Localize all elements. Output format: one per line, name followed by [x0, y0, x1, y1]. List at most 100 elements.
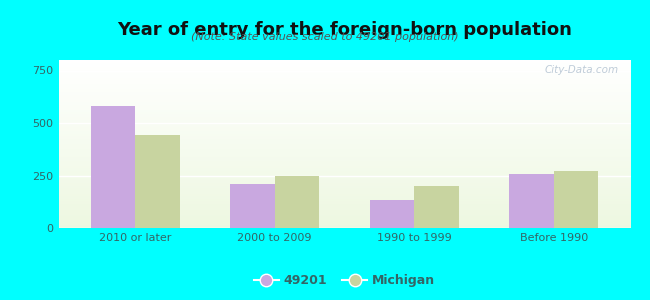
Bar	[58, 166, 630, 167]
Bar	[58, 75, 630, 77]
Bar	[58, 68, 630, 70]
Bar	[58, 179, 630, 181]
Bar	[58, 169, 630, 171]
Bar	[58, 141, 630, 142]
Bar	[58, 109, 630, 110]
Bar	[414, 186, 459, 228]
Bar	[58, 206, 630, 208]
Bar	[58, 214, 630, 216]
Bar	[58, 137, 630, 139]
Bar	[58, 83, 630, 85]
Bar	[58, 67, 630, 68]
Bar	[58, 164, 630, 166]
Bar	[58, 130, 630, 132]
Bar	[58, 223, 630, 225]
Bar	[58, 102, 630, 104]
Bar	[58, 85, 630, 87]
Bar	[58, 95, 630, 97]
Bar	[58, 60, 630, 62]
Bar	[58, 129, 630, 130]
Bar	[58, 191, 630, 193]
Bar	[58, 127, 630, 129]
Bar	[230, 184, 275, 228]
Legend: 49201, Michigan: 49201, Michigan	[248, 269, 441, 292]
Bar	[58, 188, 630, 189]
Bar	[58, 97, 630, 99]
Bar	[58, 208, 630, 209]
Bar	[58, 94, 630, 95]
Bar	[58, 90, 630, 92]
Bar	[58, 70, 630, 72]
Bar	[58, 161, 630, 163]
Bar	[58, 99, 630, 100]
Bar	[58, 167, 630, 169]
Bar	[58, 156, 630, 158]
Bar	[58, 181, 630, 183]
Bar	[58, 218, 630, 220]
Bar	[58, 152, 630, 154]
Bar	[370, 200, 414, 228]
Bar	[58, 183, 630, 184]
Bar	[58, 62, 630, 63]
Bar	[58, 125, 630, 127]
Bar	[58, 196, 630, 198]
Bar	[58, 80, 630, 82]
Bar	[58, 174, 630, 176]
Bar	[58, 142, 630, 144]
Bar	[58, 147, 630, 149]
Bar	[58, 100, 630, 102]
Bar	[58, 158, 630, 159]
Bar	[58, 176, 630, 178]
Bar	[58, 171, 630, 172]
Bar	[58, 87, 630, 88]
Bar	[58, 114, 630, 116]
Bar	[58, 213, 630, 214]
Bar	[58, 92, 630, 94]
Bar	[58, 159, 630, 161]
Bar	[275, 176, 319, 228]
Bar	[58, 172, 630, 174]
Bar	[58, 201, 630, 203]
Bar	[58, 151, 630, 152]
Bar	[58, 205, 630, 206]
Bar	[58, 186, 630, 188]
Bar	[58, 134, 630, 136]
Bar	[58, 122, 630, 124]
Bar	[58, 112, 630, 114]
Bar	[58, 149, 630, 151]
Bar	[58, 225, 630, 226]
Bar	[58, 220, 630, 221]
Bar	[58, 79, 630, 80]
Title: Year of entry for the foreign-born population: Year of entry for the foreign-born popul…	[117, 21, 572, 39]
Bar	[135, 134, 180, 228]
Bar	[58, 77, 630, 79]
Bar	[509, 174, 554, 228]
Bar	[554, 171, 599, 228]
Bar	[58, 107, 630, 109]
Bar	[58, 121, 630, 122]
Bar	[58, 65, 630, 67]
Bar	[58, 226, 630, 228]
Bar	[58, 105, 630, 107]
Bar	[58, 132, 630, 134]
Text: (Note: State values scaled to 49201 population): (Note: State values scaled to 49201 popu…	[191, 32, 459, 41]
Bar	[58, 189, 630, 191]
Bar	[58, 110, 630, 112]
Bar	[58, 88, 630, 90]
Bar	[58, 216, 630, 218]
Bar	[58, 221, 630, 223]
Bar	[58, 74, 630, 75]
Bar	[58, 139, 630, 141]
Bar	[58, 194, 630, 196]
Bar	[58, 193, 630, 194]
Bar	[58, 136, 630, 137]
Bar	[58, 154, 630, 156]
Bar	[58, 209, 630, 211]
Bar	[90, 106, 135, 228]
Bar	[58, 72, 630, 74]
Bar	[58, 178, 630, 179]
Bar	[58, 163, 630, 164]
Bar	[58, 144, 630, 146]
Bar	[58, 203, 630, 205]
Bar	[58, 63, 630, 65]
